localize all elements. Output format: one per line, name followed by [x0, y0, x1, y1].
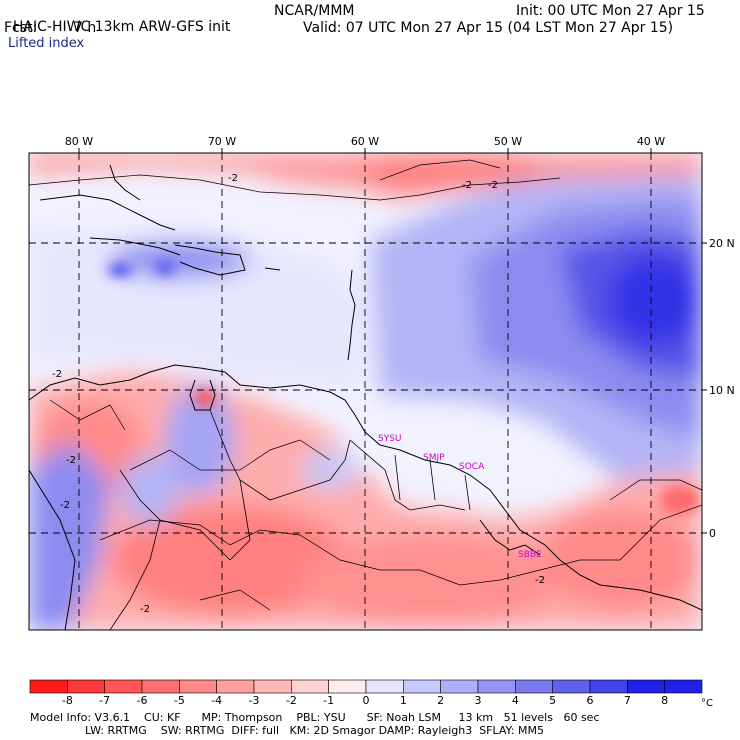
colorbar-tick-label: -8	[62, 694, 73, 707]
colorbar-swatch	[440, 679, 479, 694]
lat-label-0: 0	[709, 527, 716, 540]
colorbar-swatch	[29, 679, 68, 694]
colorbar-swatch	[253, 679, 292, 694]
grid-ticks	[78, 148, 707, 534]
colorbar-tick-label: 0	[363, 694, 370, 707]
colorbar-swatch	[67, 679, 105, 694]
lon-label-40w: 40 W	[637, 135, 665, 148]
station-sbbe: SBBE	[518, 550, 542, 560]
colorbar-swatch	[515, 679, 553, 694]
colorbar-tick-label: -1	[323, 694, 334, 707]
lifted-index-field	[29, 153, 702, 630]
colorbar-tick-label: 6	[587, 694, 594, 707]
colorbar-swatch	[664, 679, 703, 694]
field-name: Lifted index	[8, 36, 85, 51]
colorbar-tick-label: -7	[99, 694, 110, 707]
colorbar-tick-label: -4	[211, 694, 222, 707]
fcst-value: 7 h	[74, 20, 97, 36]
colorbar-swatch	[141, 679, 180, 694]
contour-label: -2	[228, 173, 238, 184]
contour-label: -2	[66, 455, 76, 466]
colorbar-swatch	[104, 679, 143, 694]
contour-label: -2	[140, 604, 150, 615]
colorbar-swatch	[552, 679, 591, 694]
org-label: NCAR/MMM	[274, 3, 355, 19]
colorbar-tick-label: -5	[174, 694, 185, 707]
colorbar-tick-label: 1	[400, 694, 407, 707]
contour-label: -2	[535, 575, 545, 586]
colorbar-unit: °C	[701, 698, 713, 709]
colorbar-tick-label: 4	[512, 694, 519, 707]
colorbar-swatch	[216, 679, 255, 694]
colorbar-tick-label: 5	[549, 694, 556, 707]
contour-label: -2	[462, 180, 472, 191]
graticule	[29, 153, 702, 630]
colorbar-tick-label: -2	[286, 694, 297, 707]
station-smjp: SMJP	[423, 453, 445, 463]
model-title: HAIC-HIWC 13km ARW-GFS init	[12, 19, 231, 35]
borders	[109, 409, 471, 630]
colorbar-tick-label: 7	[624, 694, 631, 707]
colorbar-swatch	[477, 679, 516, 694]
colorbar-swatch	[589, 679, 628, 694]
colorbar-swatch	[328, 679, 367, 694]
colorbar-tick-label: -3	[249, 694, 260, 707]
colorbar-tick-label: 8	[661, 694, 668, 707]
colorbar: -8 -7 -6 -5 -4 -3 -2 -1 0 1 2 3 4 5 6 7 8	[29, 679, 703, 707]
model-info-line2: LW: RRTMG SW: RRTMG DIFF: full KM: 2D Sm…	[85, 724, 545, 737]
lon-label-50w: 50 W	[494, 135, 522, 148]
contour-label: -2	[52, 369, 62, 380]
colorbar-tick-label: 3	[475, 694, 482, 707]
valid-time: Valid: 07 UTC Mon 27 Apr 15 (04 LST Mon …	[303, 20, 674, 36]
lat-label-10n: 10 N	[709, 384, 735, 397]
colorbar-swatch	[179, 679, 217, 694]
colorbar-swatch	[365, 679, 404, 694]
contour-label: -2	[488, 180, 498, 191]
colorbar-swatch	[627, 679, 665, 694]
station-sysu: SYSU	[378, 434, 402, 444]
station-soca: SOCA	[459, 462, 485, 472]
colorbar-swatch	[403, 679, 441, 694]
colorbar-tick-label: -6	[137, 694, 148, 707]
contours	[29, 159, 702, 611]
colorbar-tick-label: 2	[437, 694, 444, 707]
fcst-label: Fcst:	[4, 20, 38, 36]
lon-label-80w: 80 W	[65, 135, 93, 148]
colorbar-swatch	[291, 679, 329, 694]
model-info-line1: Model Info: V3.6.1 CU: KF MP: Thompson P…	[30, 711, 600, 724]
contour-label: -2	[60, 500, 70, 511]
lat-label-20n: 20 N	[709, 237, 735, 250]
lon-label-60w: 60 W	[351, 135, 379, 148]
lon-label-70w: 70 W	[208, 135, 236, 148]
init-time: Init: 00 UTC Mon 27 Apr 15	[516, 3, 705, 19]
